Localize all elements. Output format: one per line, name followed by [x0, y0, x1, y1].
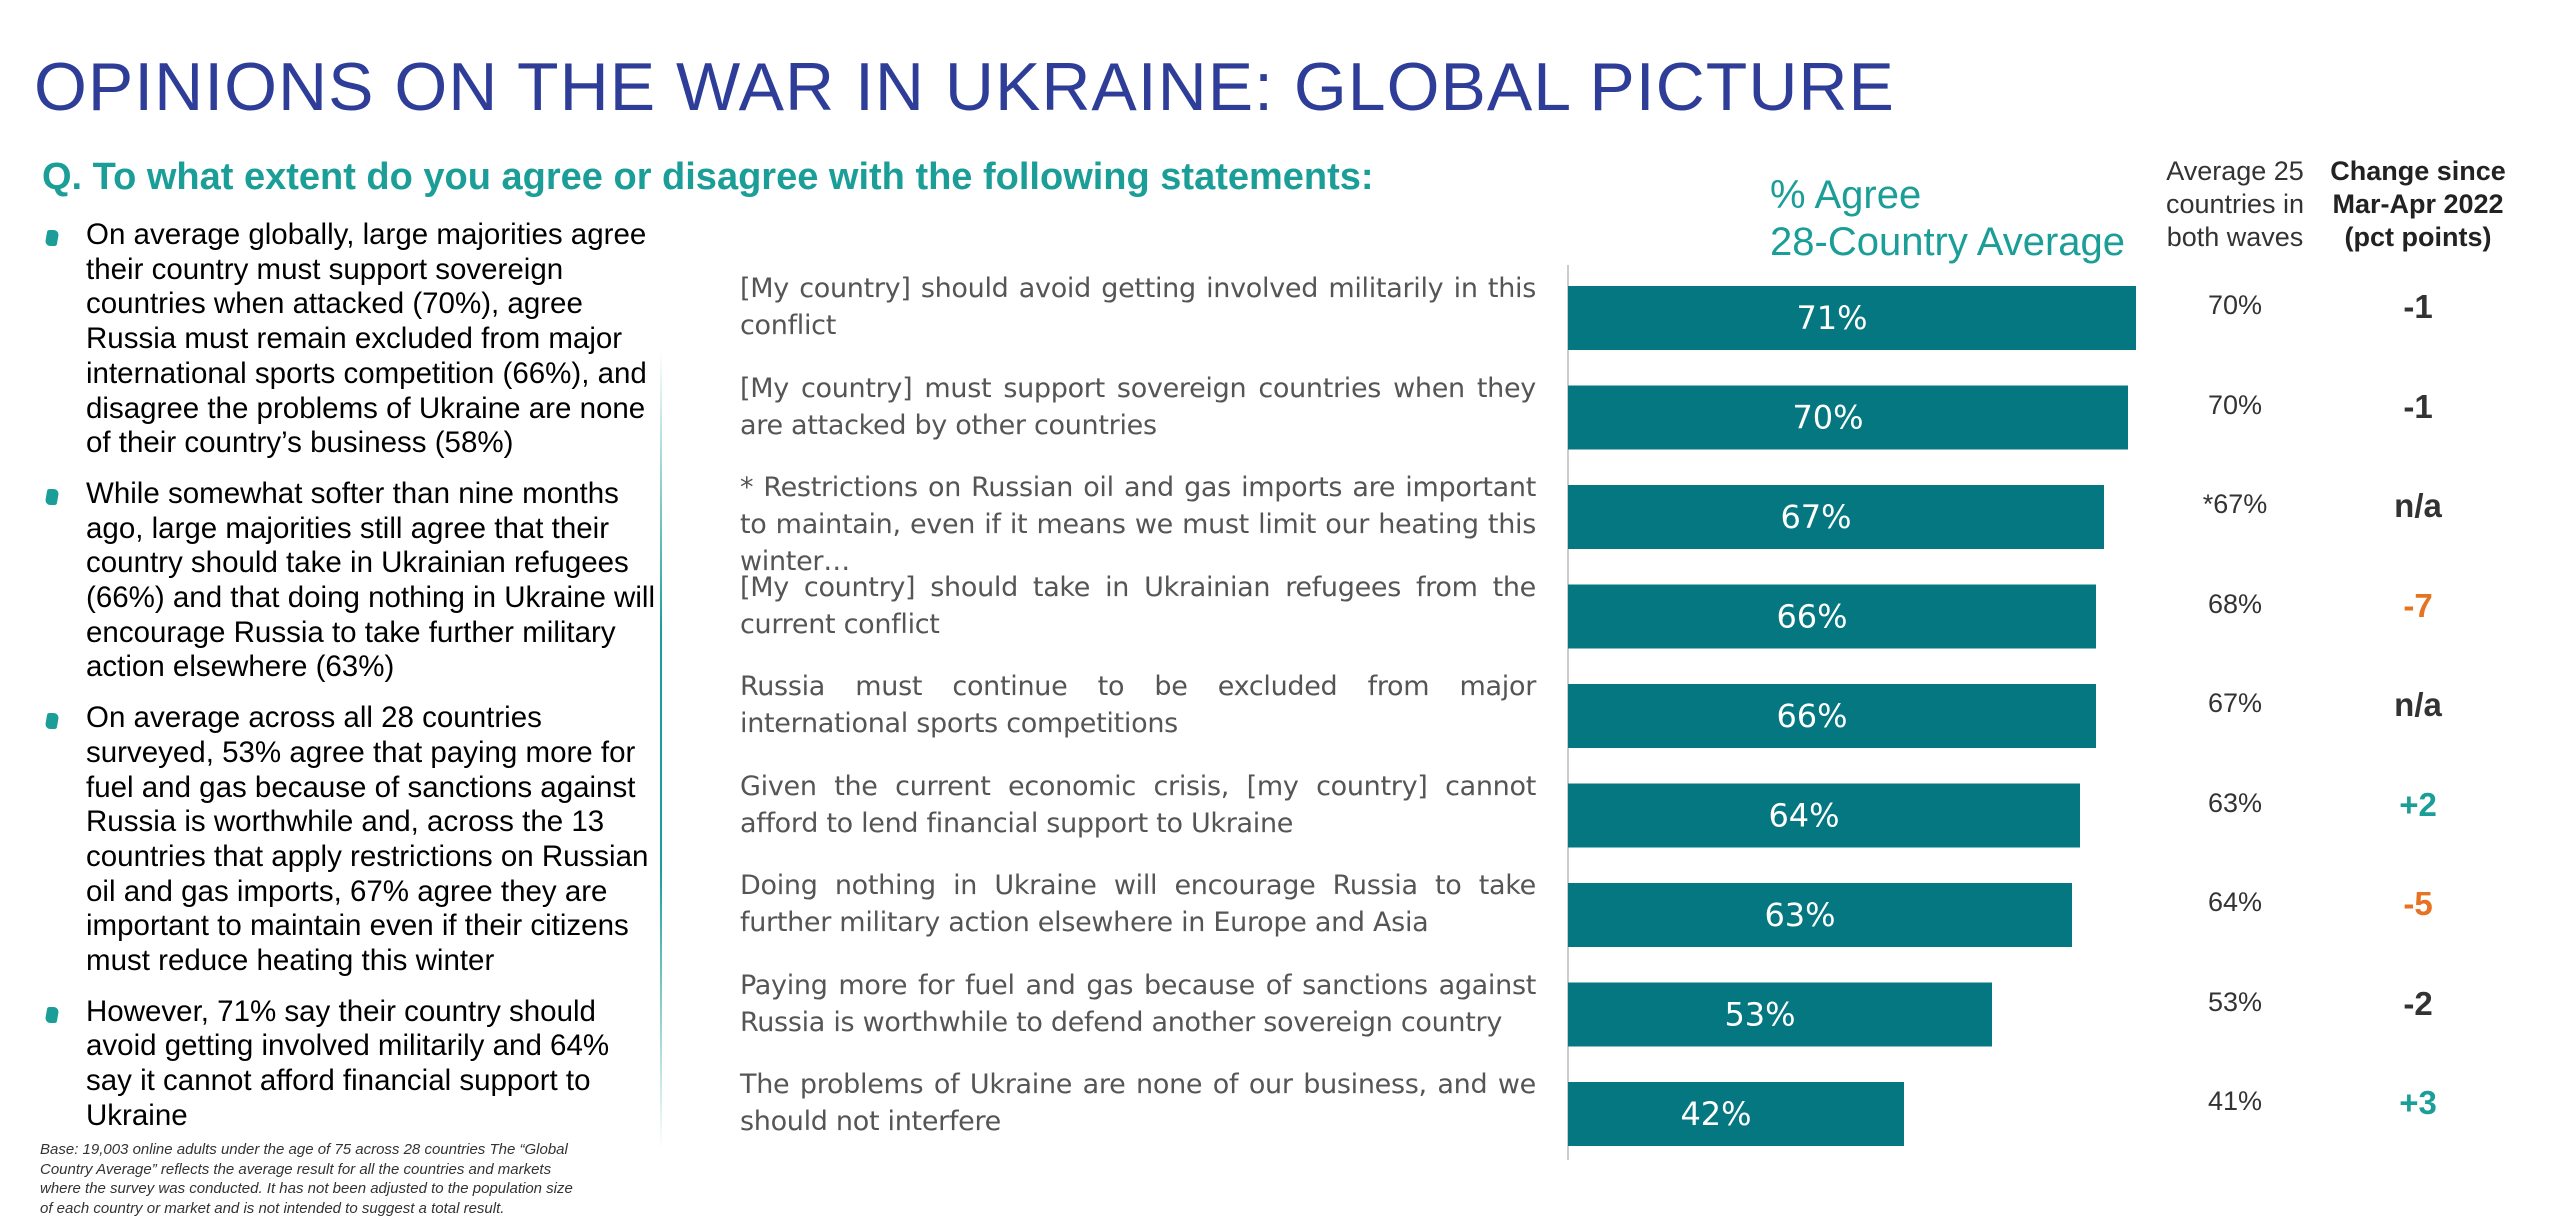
statement-label: Given the current economic crisis, [my c…	[740, 770, 1536, 839]
footnote: Base: 19,003 online adults under the age…	[40, 1141, 573, 1217]
agree-header-line: % Agree	[1770, 173, 1922, 217]
statement-label: [My country] must support sovereign coun…	[740, 372, 1536, 441]
change-value: n/a	[2394, 487, 2442, 524]
bullet-text: On average across all 28 countries surve…	[86, 701, 649, 978]
bullet-item: On average globally, large majorities ag…	[40, 218, 660, 461]
agree-bar	[1568, 286, 2136, 350]
change-value: -7	[2403, 586, 2433, 624]
change-value: -5	[2403, 885, 2433, 922]
bar-value-label: 71%	[1796, 299, 1867, 337]
bar-value-label: 42%	[1680, 1095, 1751, 1133]
change-column-header: Change since Mar-Apr 2022 (pct points)	[2318, 155, 2518, 254]
change-value: -1	[2403, 387, 2433, 425]
bullet-item: However, 71% say their country should av…	[40, 995, 660, 1134]
section-divider	[660, 350, 662, 1150]
change-value: n/a	[2394, 686, 2442, 723]
avg-25-value: 67%	[2207, 688, 2263, 718]
statement-label: Paying more for fuel and gas because of …	[740, 969, 1536, 1038]
bullet-item: On average across all 28 countries surve…	[40, 701, 660, 979]
avg-column-header: Average 25 countries in both waves	[2150, 155, 2320, 254]
avg-25-value: 70%	[2207, 290, 2263, 320]
avg-25-value: 41%	[2207, 1086, 2263, 1116]
statement-label: * Restrictions on Russian oil and gas im…	[740, 472, 1536, 577]
change-value: +3	[2399, 1084, 2437, 1121]
bar-value-label: 63%	[1764, 896, 1835, 934]
bar-value-label: 70%	[1792, 399, 1863, 437]
agree-bar	[1568, 1082, 1904, 1146]
agree-column-header: % Agree 28-Country Average	[1770, 172, 2125, 266]
summary-bullets: On average globally, large majorities ag…	[40, 218, 660, 1150]
page-title: OPINIONS ON THE WAR IN UKRAINE: GLOBAL P…	[34, 49, 1895, 125]
statement-label: Doing nothing in Ukraine will encourage …	[740, 870, 1536, 938]
bar-value-label: 53%	[1724, 996, 1795, 1034]
avg-header-line: countries in	[2165, 189, 2305, 219]
change-header-line: Change since	[2330, 156, 2506, 186]
change-value: +2	[2399, 785, 2437, 823]
avg-25-value: 53%	[2207, 986, 2263, 1017]
statement-label: Russia must continue to be excluded from…	[740, 671, 1536, 739]
bar-value-label: 66%	[1776, 697, 1847, 735]
avg-25-value: *67%	[2202, 489, 2268, 519]
change-value: -1	[2403, 288, 2433, 325]
avg-header-line: Average 25	[2166, 156, 2304, 186]
bullet-text: However, 71% say their country should av…	[86, 994, 610, 1132]
agree-bar	[1568, 883, 2072, 947]
bar-value-label: 64%	[1768, 797, 1839, 835]
statement-label: [My country] should avoid getting involv…	[740, 273, 1536, 341]
bar-value-label: 67%	[1780, 498, 1851, 536]
agree-bar	[1568, 385, 2128, 450]
agree-header-line: 28-Country Average	[1770, 220, 2126, 264]
avg-25-value: 63%	[2207, 787, 2263, 818]
avg-header-line: both waves	[2166, 222, 2304, 252]
agree-bar	[1568, 982, 1992, 1047]
bullet-item: While somewhat softer than nine months a…	[40, 477, 660, 685]
bar-value-label: 66%	[1776, 598, 1847, 636]
agree-bar	[1568, 584, 2096, 649]
change-header-line: (pct points)	[2344, 222, 2492, 252]
bullet-text: On average globally, large majorities ag…	[86, 218, 647, 460]
question-text: Q. To what extent do you agree or disagr…	[42, 156, 1374, 198]
avg-25-value: 64%	[2207, 887, 2263, 917]
change-value: -2	[2403, 984, 2433, 1022]
agree-bar	[1568, 485, 2104, 549]
agree-bar	[1568, 783, 2080, 848]
change-header-line: Mar-Apr 2022	[2332, 189, 2504, 219]
statement-label: The problems of Ukraine are none of our …	[740, 1069, 1536, 1137]
bullet-text: While somewhat softer than nine months a…	[86, 476, 656, 684]
avg-25-value: 68%	[2207, 588, 2263, 619]
statement-label: [My country] should take in Ukrainian re…	[740, 571, 1536, 640]
agree-bar	[1568, 684, 2096, 748]
avg-25-value: 70%	[2207, 389, 2263, 420]
